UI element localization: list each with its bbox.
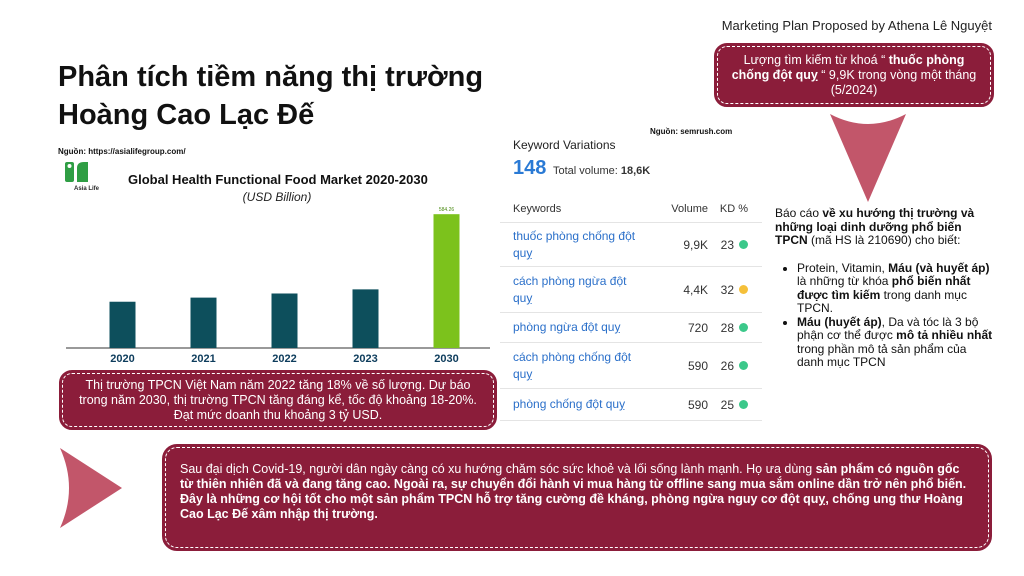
logo-text: Asia Life	[74, 186, 100, 192]
page-title: Phân tích tiềm năng thị trường Hoàng Cao…	[58, 58, 483, 134]
bar-2030	[433, 214, 460, 348]
keyword-volume: 9,9K	[683, 237, 708, 252]
kd-value: 25	[720, 397, 734, 412]
keyword-volume: 4,4K	[683, 282, 708, 297]
bullet-text: trong phần mô tả sản phẩm của danh mục T…	[797, 341, 967, 369]
keyword-kd: 23	[708, 238, 762, 252]
bullet-text: Protein, Vitamin,	[797, 260, 889, 275]
data-label-2030: 584.26	[439, 207, 455, 213]
keyword-table-header: Keywords Volume KD %	[500, 196, 762, 223]
title-line-2: Hoàng Cao Lạc Đế	[58, 99, 315, 131]
tick-label-2030: 2030	[434, 353, 458, 365]
report-intro-text: Báo cáo	[775, 206, 823, 220]
tick-label-2020: 2020	[110, 353, 134, 365]
keyword-volume: 590	[687, 358, 708, 373]
bullet-text: , Da và tóc là 3 bộ phận cơ thể được	[797, 314, 979, 342]
table-row: cách phòng ngừa đột quỵ 4,4K 32	[500, 267, 762, 313]
keyword-source: Nguồn: semrush.com	[650, 127, 733, 136]
kd-dot-icon	[739, 285, 748, 294]
keyword-link[interactable]: cách phòng chống đột quỵ	[513, 349, 632, 381]
keyword-table: Keywords Volume KD % thuốc phòng chống đ…	[500, 196, 762, 421]
bullet-bold: phổ biến nhất được tìm kiếm	[797, 274, 971, 302]
bullet-text: trong danh mục TPCN.	[797, 287, 967, 315]
tick-label-2023: 2023	[353, 353, 377, 365]
bar-2021	[190, 297, 217, 348]
bullet-bold: mô tả nhiều nhất	[896, 328, 993, 342]
report-intro-bold: về xu hướng thị trường và những loại din…	[775, 206, 975, 247]
kd-value: 32	[720, 282, 734, 297]
search-volume-note: Lượng tìm kiếm từ khoá “ thuốc phòng chố…	[714, 43, 994, 107]
report-intro: Báo cáo về xu hướng thị trường và những …	[775, 206, 993, 248]
list-item: Protein, Vitamin, Máu (và huyết áp) là n…	[797, 260, 993, 316]
note-text-bold: thuốc phòng chống đột quỵ	[731, 52, 965, 82]
keyword-volume: 720	[687, 320, 708, 335]
keyword-count: 148	[513, 157, 547, 179]
report-intro-text-2: (mã HS là 210690) cho biết:	[807, 233, 961, 247]
keyword-kd: 32	[708, 283, 762, 297]
opportunity-text: Sau đại dịch Covid-19, người dân ngày cà…	[180, 462, 816, 476]
right-arrow-icon	[60, 448, 122, 528]
total-volume-value: 18,6K	[620, 165, 651, 177]
keyword-link[interactable]: phòng chống đột quỵ	[513, 397, 626, 411]
chart-plot: 2020 2021 2022 2023 2030 584.26	[66, 207, 490, 365]
keyword-link[interactable]: cách phòng ngừa đột quỵ	[513, 273, 627, 305]
bullet-bold: Máu (và huyết áp)	[888, 260, 990, 275]
keyword-total-volume: Total volume: 18,6K	[553, 165, 650, 177]
down-arrow-icon	[830, 114, 906, 202]
list-item: Máu (huyết áp), Da và tóc là 3 bộ phận c…	[797, 314, 993, 370]
keyword-link[interactable]: thuốc phòng chống đột quỵ	[513, 228, 636, 260]
kd-dot-icon	[739, 400, 748, 409]
bar-2020	[109, 301, 136, 348]
col-kd: KD %	[719, 203, 748, 215]
chart-subtitle: (USD Billion)	[242, 190, 312, 204]
kd-value: 23	[720, 237, 734, 252]
market-trend-report: Báo cáo về xu hướng thị trường và những …	[775, 206, 993, 370]
tick-label-2022: 2022	[272, 353, 296, 365]
chart-title: Global Health Functional Food Market 202…	[128, 172, 428, 187]
table-row: cách phòng chống đột quỵ 590 26	[500, 343, 762, 389]
kd-value: 28	[720, 320, 734, 335]
keyword-kd: 25	[708, 398, 762, 412]
kd-dot-icon	[739, 361, 748, 370]
asia-life-logo-icon	[65, 162, 88, 182]
table-row: thuốc phòng chống đột quỵ 9,9K 23	[500, 223, 762, 267]
header-note: Marketing Plan Proposed by Athena Lê Ngu…	[721, 18, 992, 33]
note-text-1: Lượng tìm kiếm từ khoá “	[743, 52, 889, 67]
bullet-bold: Máu (huyết áp)	[797, 314, 882, 329]
report-list: Protein, Vitamin, Máu (và huyết áp) là n…	[775, 260, 993, 370]
table-row: phòng ngừa đột quỵ 720 28	[500, 313, 762, 343]
note-text-2: “ 9,9K trong vòng một tháng (5/2024)	[817, 67, 977, 97]
vietnam-market-text: Thị trường TPCN Việt Nam năm 2022 tăng 1…	[79, 377, 477, 422]
col-volume: Volume	[671, 203, 708, 215]
vietnam-market-box: Thị trường TPCN Việt Nam năm 2022 tăng 1…	[59, 370, 497, 430]
opportunity-bold: sản phẩm có nguồn gốc từ thiên nhiên đã …	[180, 462, 967, 521]
opportunity-box: Sau đại dịch Covid-19, người dân ngày cà…	[162, 444, 992, 551]
keyword-kd: 26	[708, 359, 762, 373]
keyword-kd: 28	[708, 321, 762, 335]
keyword-volume: 590	[687, 397, 708, 412]
bar-2023	[352, 289, 379, 348]
chart-source: Nguồn: https://asialifegroup.com/	[58, 147, 186, 156]
keyword-variations-title: Keyword Variations	[513, 138, 616, 152]
keyword-link[interactable]: phòng ngừa đột quỵ	[513, 320, 621, 334]
kd-value: 26	[720, 358, 734, 373]
market-chart: Asia Life Global Health Functional Food …	[62, 160, 492, 370]
kd-dot-icon	[739, 240, 748, 249]
total-volume-label: Total volume:	[553, 165, 618, 177]
table-row: phòng chống đột quỵ 590 25	[500, 389, 762, 421]
bar-2022	[271, 293, 298, 348]
title-line-1: Phân tích tiềm năng thị trường	[58, 61, 484, 93]
kd-dot-icon	[739, 323, 748, 332]
tick-label-2021: 2021	[191, 353, 215, 365]
bullet-text: là những từ khóa	[797, 274, 892, 288]
col-keywords: Keywords	[513, 203, 562, 215]
